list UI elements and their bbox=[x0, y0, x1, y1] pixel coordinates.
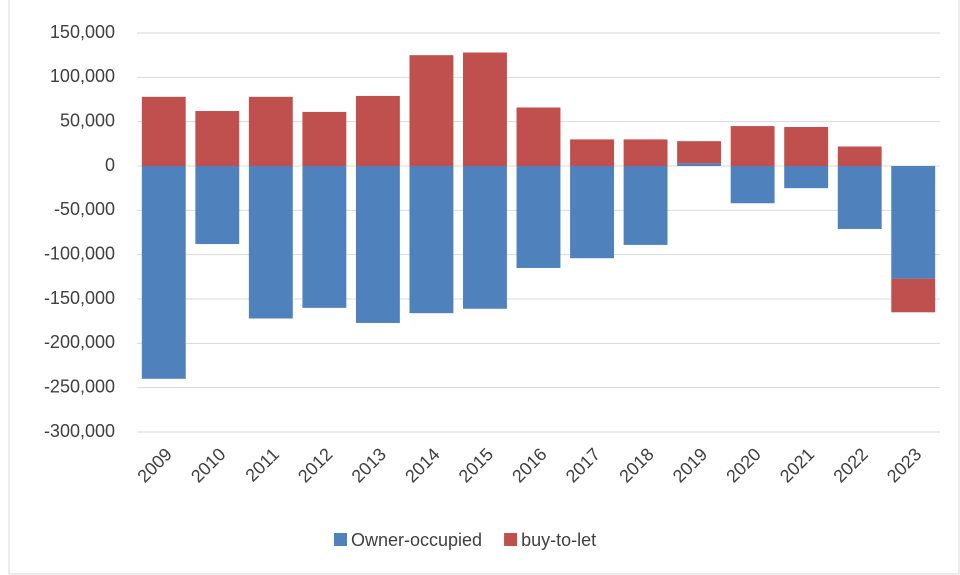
bar bbox=[516, 166, 561, 268]
bar bbox=[302, 166, 347, 308]
bar bbox=[677, 163, 722, 166]
y-tick-label: 150,000 bbox=[50, 22, 115, 42]
bar bbox=[141, 166, 186, 379]
bar bbox=[784, 166, 829, 189]
bar bbox=[623, 139, 668, 166]
chart-frame bbox=[8, 0, 960, 575]
bar bbox=[837, 166, 882, 229]
x-tick-label: 2016 bbox=[508, 444, 550, 486]
bar bbox=[463, 52, 507, 166]
bar bbox=[409, 166, 454, 314]
x-tick-label: 2023 bbox=[883, 444, 925, 486]
y-tick-label: -200,000 bbox=[44, 332, 115, 352]
y-tick-label: 0 bbox=[105, 155, 115, 175]
bar bbox=[195, 111, 240, 166]
bar bbox=[248, 166, 293, 319]
bar bbox=[730, 166, 775, 204]
bar bbox=[463, 166, 507, 309]
legend-swatch bbox=[334, 533, 347, 546]
bar bbox=[730, 126, 775, 166]
x-tick-label: 2013 bbox=[348, 444, 390, 486]
bar bbox=[891, 166, 936, 279]
y-tick-label: 50,000 bbox=[60, 110, 115, 130]
x-tick-label: 2018 bbox=[615, 444, 657, 486]
y-tick-label: 100,000 bbox=[50, 66, 115, 86]
bar bbox=[891, 278, 936, 313]
y-tick-label: -300,000 bbox=[44, 421, 115, 441]
bar bbox=[677, 141, 722, 164]
bar bbox=[195, 166, 240, 245]
bar bbox=[141, 96, 186, 166]
legend-label: Owner-occupied bbox=[351, 530, 482, 550]
y-tick-label: -50,000 bbox=[54, 199, 115, 219]
x-tick-label: 2019 bbox=[669, 444, 711, 486]
bar bbox=[248, 96, 293, 166]
bar bbox=[302, 111, 347, 166]
y-tick-label: -250,000 bbox=[44, 376, 115, 396]
bar bbox=[623, 166, 668, 245]
x-tick-label: 2021 bbox=[776, 444, 818, 486]
x-tick-label: 2022 bbox=[829, 444, 871, 486]
x-tick-label: 2012 bbox=[294, 444, 336, 486]
x-tick-label: 2011 bbox=[242, 444, 284, 486]
bar bbox=[355, 95, 400, 166]
x-tick-label: 2014 bbox=[401, 444, 443, 486]
bar bbox=[409, 55, 454, 166]
x-tick-label: 2015 bbox=[455, 444, 497, 486]
bar bbox=[570, 166, 614, 259]
bar bbox=[837, 146, 882, 166]
y-tick-label: -150,000 bbox=[44, 288, 115, 308]
x-tick-label: 2010 bbox=[187, 444, 229, 486]
bar bbox=[355, 166, 400, 323]
y-tick-label: -100,000 bbox=[44, 243, 115, 263]
x-tick-label: 2020 bbox=[722, 444, 764, 486]
bar bbox=[516, 107, 561, 166]
x-tick-label: 2009 bbox=[133, 444, 175, 486]
x-tick-label: 2017 bbox=[562, 444, 604, 486]
bar bbox=[570, 139, 614, 166]
legend-swatch bbox=[504, 533, 518, 546]
bar bbox=[784, 126, 829, 166]
legend-label: buy-to-let bbox=[521, 530, 596, 550]
